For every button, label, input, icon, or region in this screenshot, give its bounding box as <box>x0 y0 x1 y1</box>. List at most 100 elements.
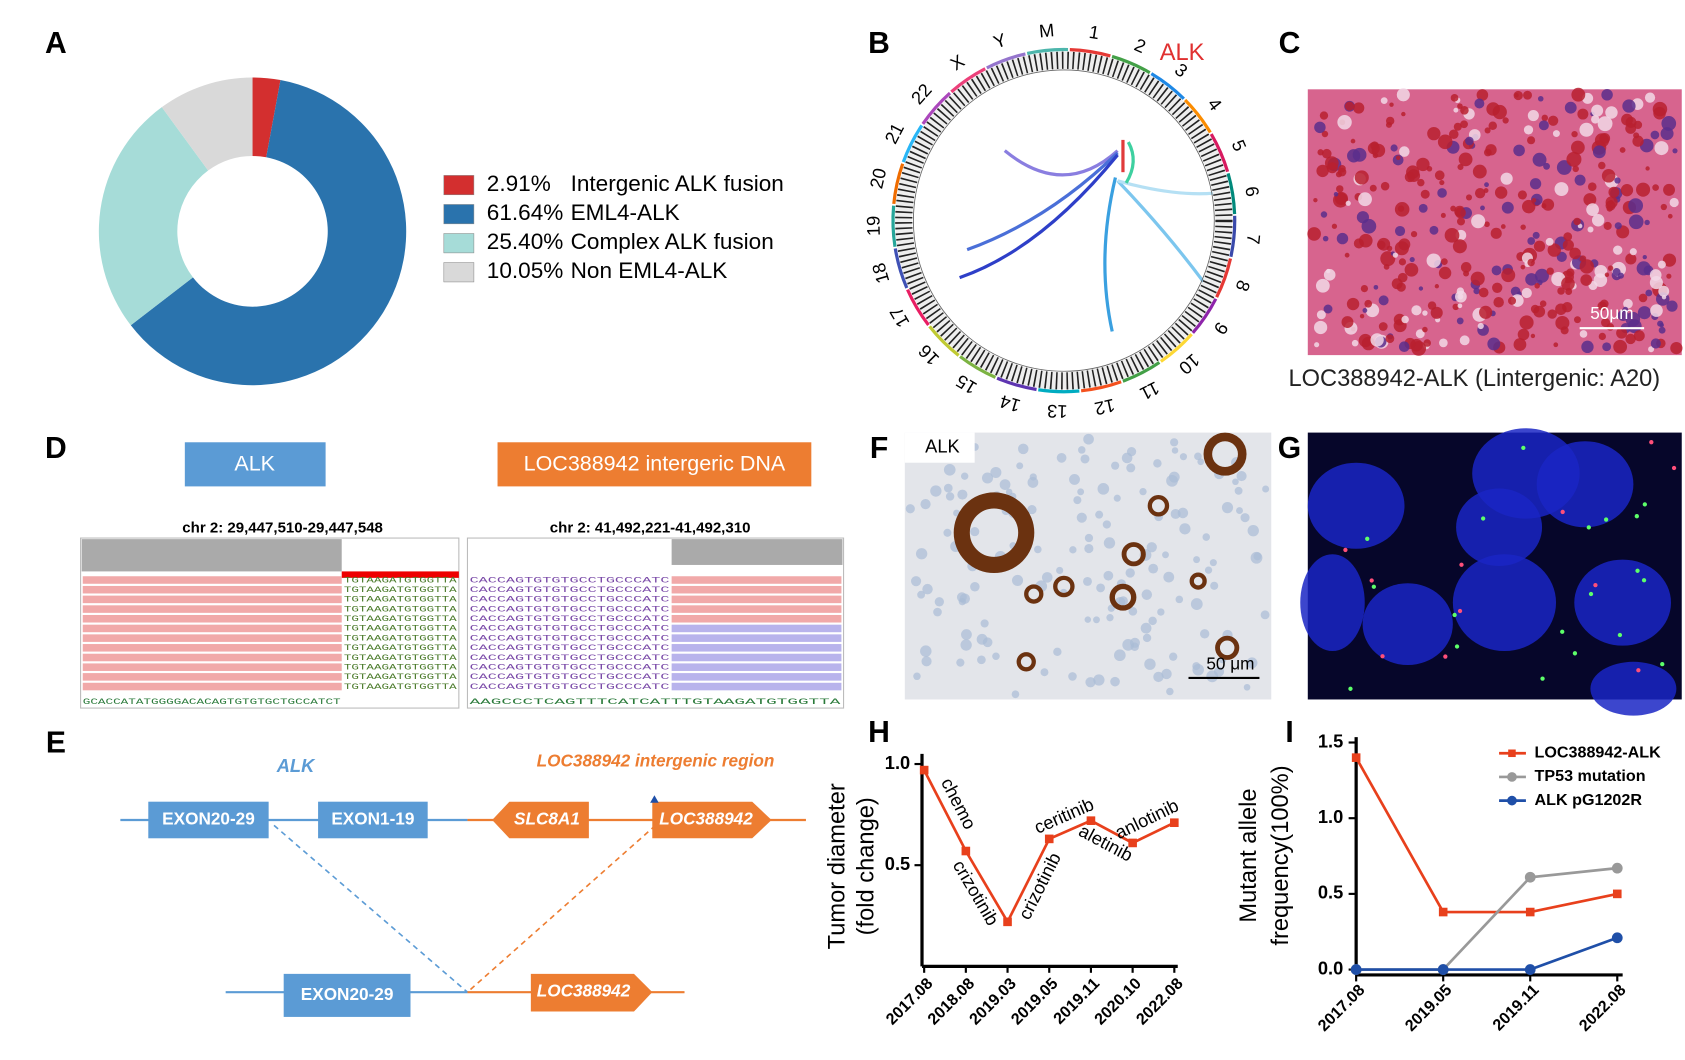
nucleus <box>980 619 989 628</box>
marker <box>1611 862 1623 874</box>
nucleus <box>1141 589 1153 600</box>
marker <box>1508 749 1516 758</box>
cell <box>1336 232 1349 245</box>
cell <box>1491 265 1502 276</box>
cell <box>1456 287 1465 295</box>
cell <box>1652 184 1659 191</box>
nucleus <box>1069 474 1080 485</box>
marker <box>1044 834 1054 844</box>
nucleus <box>1169 652 1178 661</box>
cell <box>1628 214 1644 230</box>
nucleus <box>1027 504 1037 515</box>
nucleus <box>1247 524 1259 537</box>
cell <box>1410 231 1418 238</box>
cell <box>1494 186 1508 199</box>
cell <box>1594 264 1608 278</box>
cell <box>1415 329 1425 339</box>
exon-label: EXON20-29 <box>301 984 394 1004</box>
marker <box>1525 907 1535 917</box>
cell <box>1472 164 1487 179</box>
cell <box>1654 141 1669 156</box>
fusion-arc <box>966 151 1119 252</box>
cell <box>1377 237 1391 251</box>
cell <box>1557 287 1565 295</box>
read <box>82 644 342 652</box>
probe-signal <box>1660 662 1665 667</box>
cell <box>1456 217 1466 226</box>
nucleus <box>1144 658 1156 670</box>
cell <box>1513 144 1525 157</box>
cell <box>1527 136 1536 145</box>
read <box>671 585 842 594</box>
nucleus <box>1153 671 1164 683</box>
nucleus <box>1574 559 1672 646</box>
marker <box>919 765 929 775</box>
cell <box>1508 296 1517 305</box>
cell <box>1632 135 1644 147</box>
read <box>82 634 342 642</box>
cell <box>1569 247 1581 260</box>
cell <box>1663 183 1675 196</box>
probe-signal <box>1572 651 1578 656</box>
cell <box>1358 192 1372 207</box>
cell <box>1545 237 1554 246</box>
nucleus <box>1362 583 1453 666</box>
cell <box>1573 316 1581 324</box>
panel-label: A <box>45 27 67 60</box>
nucleus <box>1171 447 1179 454</box>
cell <box>1333 192 1339 197</box>
cell <box>1577 108 1589 120</box>
donut-slice <box>252 77 281 158</box>
cell <box>1619 147 1626 153</box>
marker <box>961 846 971 856</box>
cell <box>1338 165 1346 173</box>
nucleus <box>1069 546 1077 554</box>
cell <box>1360 284 1369 293</box>
cell <box>1662 253 1677 267</box>
marker <box>1507 772 1517 782</box>
x-tick-label: 2019.05 <box>1008 974 1062 1028</box>
cell <box>1594 133 1610 148</box>
nucleus <box>1111 461 1120 470</box>
cell <box>1661 116 1677 131</box>
cell <box>1350 138 1356 144</box>
nucleus <box>970 582 980 592</box>
probe-signal <box>1452 612 1457 618</box>
chromosome-arc <box>893 248 909 289</box>
nucleus <box>1536 441 1634 528</box>
nucleus <box>1202 533 1211 541</box>
nucleus <box>1011 574 1024 586</box>
positive-cell <box>1053 575 1075 598</box>
nucleus <box>933 607 942 617</box>
cell <box>1465 136 1474 146</box>
cell <box>1480 205 1485 211</box>
read <box>82 653 342 662</box>
cell <box>1429 225 1439 235</box>
read <box>671 605 842 613</box>
cell <box>1658 285 1670 297</box>
cell <box>1648 346 1655 353</box>
y-axis-label: frequency(100%) <box>1268 765 1294 945</box>
nucleus <box>1126 447 1137 457</box>
nucleus <box>1253 552 1262 561</box>
y-tick-label: 1.0 <box>885 752 910 773</box>
cell <box>1397 272 1408 283</box>
nucleus <box>1260 610 1270 620</box>
gene-arrow-label: LOC388942 <box>659 809 753 829</box>
cell <box>1622 306 1629 313</box>
nucleus <box>1093 616 1100 624</box>
gene-arrow-label: SLC8A1 <box>514 809 580 829</box>
nucleus <box>1077 488 1085 496</box>
nucleus <box>1016 462 1024 470</box>
cell <box>1478 287 1489 298</box>
cell <box>1307 227 1321 241</box>
chromosome-arc <box>1080 380 1122 393</box>
chromosome-label: Y <box>991 29 1010 53</box>
cell <box>1513 90 1523 101</box>
nucleus <box>1153 459 1162 468</box>
cell <box>1321 148 1332 159</box>
cell <box>1645 289 1653 297</box>
marker <box>1612 889 1622 899</box>
cell <box>1571 87 1586 102</box>
read-sequence: CACCAGTGTGTGCCTGCCCATC <box>470 604 670 614</box>
